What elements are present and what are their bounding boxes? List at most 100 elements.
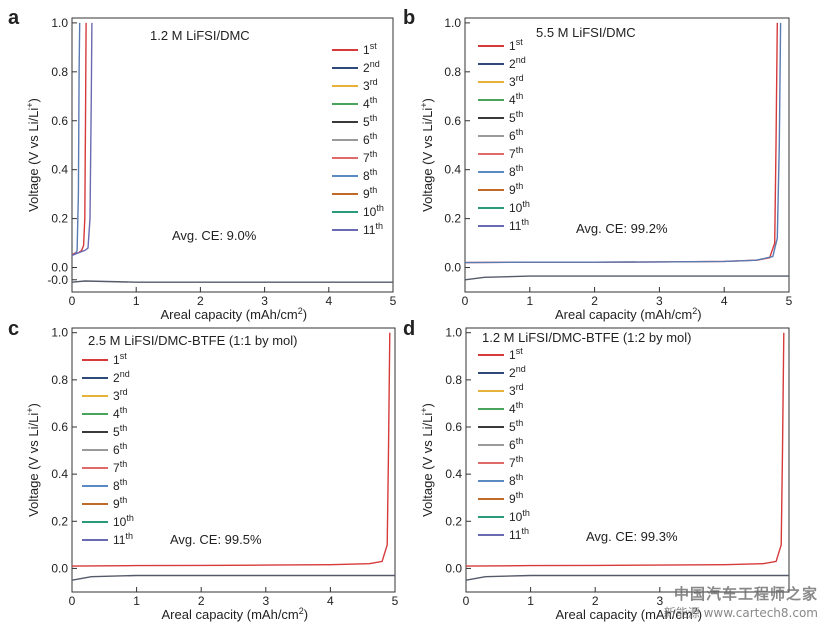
- legend-entry: 7th: [509, 145, 523, 161]
- legend-entry: 6th: [363, 131, 377, 147]
- x-tick-label: 3: [261, 294, 268, 308]
- x-axis-label: Areal capacity (mAh/cm2): [162, 606, 309, 622]
- x-tick-label: 0: [69, 594, 76, 608]
- y-axis-label: Voltage (V vs Li/Li+): [25, 98, 41, 212]
- legend-entry: 7th: [363, 149, 377, 165]
- legend-entry: 10th: [363, 203, 384, 219]
- legend-entry: 3rd: [509, 73, 524, 89]
- ce-annotation: Avg. CE: 9.0%: [172, 228, 257, 243]
- legend-entry: 6th: [113, 441, 127, 457]
- x-tick-label: 2: [197, 294, 204, 308]
- x-tick-label: 5: [392, 594, 399, 608]
- series-line: [465, 332, 785, 567]
- x-axis-label: Areal capacity (mAh/cm2): [556, 606, 703, 622]
- legend-entry: 2nd: [509, 364, 526, 380]
- legend-entry: 2nd: [363, 59, 380, 75]
- legend-entry: 10th: [113, 513, 134, 529]
- legend-entry: 4th: [509, 91, 523, 107]
- legend-entry: 6th: [509, 127, 523, 143]
- y-tick-label: 0.6: [51, 114, 68, 128]
- series-line: [465, 574, 789, 581]
- y-tick-label: 0.8: [445, 373, 462, 387]
- series-line: [71, 332, 391, 567]
- x-tick-label: 4: [721, 294, 728, 308]
- watermark-line1: 中国汽车工程师之家: [673, 585, 818, 603]
- plot-frame: [465, 327, 790, 593]
- y-tick-label: 0.4: [444, 163, 461, 177]
- panel-title: 5.5 M LiFSI/DMC: [536, 25, 636, 40]
- legend-entry: 4th: [363, 95, 377, 111]
- watermark-line2: 新能源 www.cartech8.com: [663, 606, 818, 620]
- legend-entry: 3rd: [509, 382, 524, 398]
- y-tick-label: 0.8: [51, 65, 68, 79]
- legend-entry: 11th: [363, 221, 383, 237]
- x-tick-label: 3: [262, 594, 269, 608]
- legend-entry: 11th: [509, 526, 529, 542]
- panel-title: 1.2 M LiFSI/DMC: [150, 28, 250, 43]
- legend-entry: 11th: [113, 531, 133, 547]
- x-tick-label: 5: [390, 294, 397, 308]
- y-tick-label: 0.0: [51, 561, 68, 575]
- y-tick-label: -0.0: [47, 273, 68, 287]
- y-tick-label: 0.4: [51, 467, 68, 481]
- x-tick-label: 0: [69, 294, 76, 308]
- y-tick-label: 0.6: [444, 114, 461, 128]
- y-tick-label: 0.6: [51, 420, 68, 434]
- legend-entry: 1st: [509, 346, 523, 362]
- x-tick-label: 3: [656, 594, 663, 608]
- legend-entry: 1st: [363, 41, 377, 57]
- series-line: [71, 574, 395, 581]
- panel-b: b 0 1 2 3 4 5 0.0 0.2 0.4 0.6 0.8 1.0 Areal capacity …: [403, 7, 793, 322]
- series-line: [71, 22, 93, 256]
- legend-entry: 2nd: [113, 369, 130, 385]
- x-tick-label: 2: [198, 594, 205, 608]
- legend-entry: 8th: [509, 163, 523, 179]
- y-axis-label: Voltage (V vs Li/Li+): [419, 98, 435, 212]
- legend-entry: 5th: [363, 113, 377, 129]
- legend-entry: 6th: [509, 436, 523, 452]
- series-line: [71, 22, 87, 256]
- y-tick-label: 0.2: [444, 212, 461, 226]
- ce-annotation: Avg. CE: 99.2%: [576, 221, 668, 236]
- legend-entry: 9th: [509, 490, 523, 506]
- legend-entry: 7th: [509, 454, 523, 470]
- panel-title: 2.5 M LiFSI/DMC-BTFE (1:1 by mol): [88, 333, 297, 348]
- legend-entry: 8th: [509, 472, 523, 488]
- legend-entry: 4th: [509, 400, 523, 416]
- panel-title: 1.2 M LiFSI/DMC-BTFE (1:2 by mol): [482, 330, 691, 345]
- y-tick-label: 0.2: [51, 212, 68, 226]
- x-axis-label: Areal capacity (mAh/cm2): [161, 306, 308, 322]
- series-line: [71, 22, 81, 256]
- y-tick-label: 0.0: [444, 261, 461, 275]
- panel-a: a 0 1 2 3 4 5 -0.00.0 0.2 0.4 0.6 0.8 1.0 Areal capac…: [8, 7, 397, 322]
- plot-frame: [464, 17, 790, 293]
- x-tick-label: 3: [656, 294, 663, 308]
- legend-entry: 5th: [113, 423, 127, 439]
- x-tick-label: 0: [462, 294, 469, 308]
- x-tick-label: 1: [133, 294, 140, 308]
- legend-entry: 1st: [509, 37, 523, 53]
- y-tick-label: 0.4: [51, 163, 68, 177]
- ce-annotation: Avg. CE: 99.3%: [586, 529, 678, 544]
- y-axis-label: Voltage (V vs Li/Li+): [419, 403, 435, 517]
- x-tick-label: 4: [325, 294, 332, 308]
- legend-entry: 3rd: [113, 387, 128, 403]
- x-tick-label: 2: [592, 594, 599, 608]
- y-tick-label: 0.2: [51, 514, 68, 528]
- ce-annotation: Avg. CE: 99.5%: [170, 532, 262, 547]
- legend-entry: 9th: [363, 185, 377, 201]
- legend-entry: 5th: [509, 109, 523, 125]
- x-axis-label: Areal capacity (mAh/cm2): [555, 306, 702, 322]
- legend-entry: 8th: [113, 477, 127, 493]
- panel-label: c: [8, 318, 19, 340]
- y-tick-label: 0.2: [445, 514, 462, 528]
- y-tick-label: 1.0: [51, 16, 68, 30]
- y-tick-label: 0.4: [445, 467, 462, 481]
- plot-frame: [71, 327, 396, 593]
- legend-entry: 9th: [509, 181, 523, 197]
- x-tick-label: 4: [327, 594, 334, 608]
- y-tick-label: 0.0: [445, 561, 462, 575]
- legend-entry: 5th: [509, 418, 523, 434]
- panel-label: d: [403, 318, 415, 340]
- panel-d: d 0 1 2 3 0.0 0.2 0.4 0.6 0.8 1.0 Areal capacity (m…: [403, 318, 790, 622]
